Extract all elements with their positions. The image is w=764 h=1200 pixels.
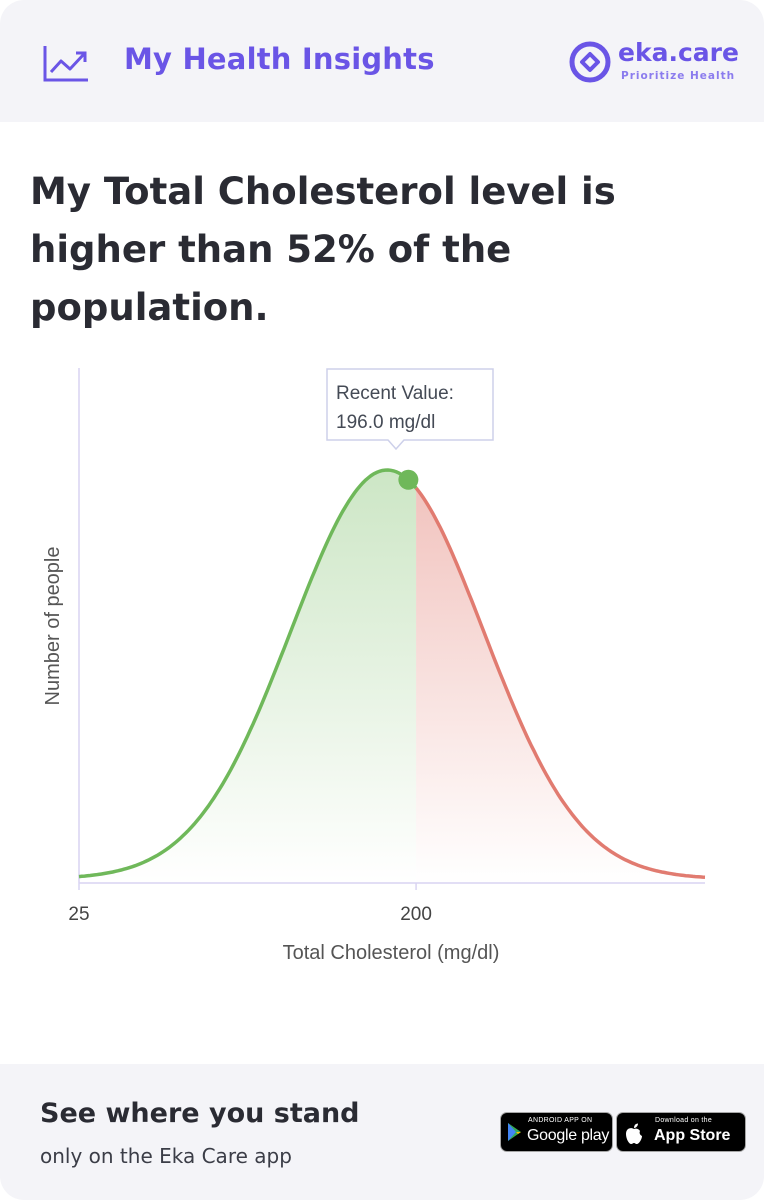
y-axis-title: Number of people — [42, 547, 64, 706]
google-play-small: ANDROID APP ON — [528, 1117, 593, 1124]
recent-value-tooltip: Recent Value: 196.0 mg/dl — [326, 368, 494, 451]
x-tick-label: 25 — [68, 904, 89, 925]
footer-cta: See where you stand — [40, 1098, 360, 1129]
brand-logo: eka.care Prioritize Health — [568, 38, 748, 90]
x-tick-label: 200 — [400, 904, 432, 925]
footer-bar: See where you stand only on the Eka Care… — [0, 1064, 764, 1200]
app-store-big: App Store — [654, 1127, 731, 1144]
header-title: My Health Insights — [124, 42, 435, 76]
google-play-badge[interactable]: ANDROID APP ON Google play — [500, 1112, 613, 1152]
header-bar: My Health Insights eka.care Prioritize H… — [0, 0, 764, 122]
footer-subtitle: only on the Eka Care app — [40, 1144, 292, 1168]
apple-icon — [626, 1123, 642, 1144]
cholesterol-distribution-chart: Recent Value: 196.0 mg/dl 25 200 Total Ch… — [0, 340, 764, 980]
google-play-icon — [508, 1123, 521, 1141]
brand-tagline: Prioritize Health — [621, 70, 736, 82]
tooltip-value: 196.0 mg/dl — [336, 412, 435, 433]
chart-svg: Recent Value: 196.0 mg/dl 25 200 Total Ch… — [42, 368, 706, 964]
google-play-big: Google play — [527, 1127, 610, 1144]
app-store-badge[interactable]: Download on the App Store — [616, 1112, 746, 1152]
eka-care-logo-icon — [569, 41, 611, 83]
recent-value-marker[interactable] — [398, 469, 419, 490]
area-above-value — [416, 488, 705, 883]
curve-below-value — [78, 468, 418, 879]
area-below-value — [79, 470, 417, 883]
tooltip-label: Recent Value: — [336, 383, 454, 404]
insight-headline: My Total Cholesterol level is higher tha… — [30, 170, 616, 329]
x-axis-title: Total Cholesterol (mg/dl) — [283, 942, 500, 964]
app-store-small: Download on the — [655, 1117, 713, 1124]
trend-up-icon — [43, 46, 88, 82]
curve-above-value — [414, 486, 706, 879]
brand-name: eka.care — [618, 38, 739, 67]
